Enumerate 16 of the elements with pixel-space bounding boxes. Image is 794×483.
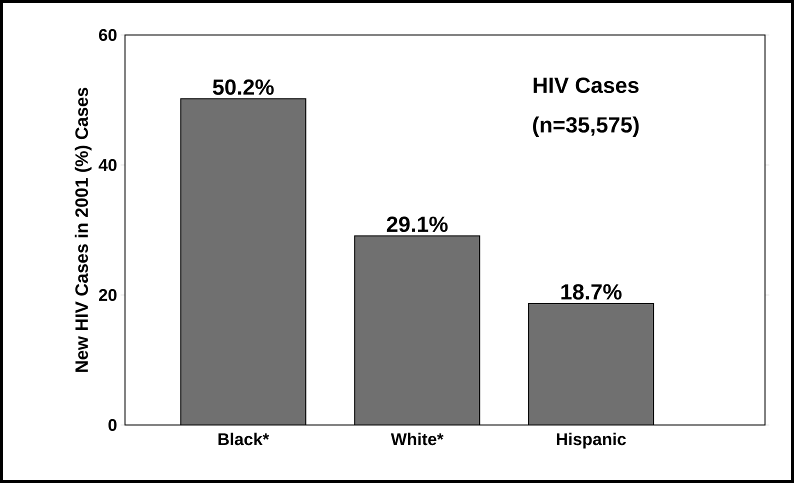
data-label: 18.7% <box>561 284 622 300</box>
y-axis-title: New HIV Cases in 2001 (%) Cases <box>74 88 92 372</box>
data-label: 29.1% <box>386 216 448 232</box>
y-tick-label: 0 <box>108 419 117 431</box>
annotation: HIV Cases <box>534 78 639 94</box>
x-tick-label: Black* <box>218 432 270 446</box>
y-tick-label: 60 <box>99 29 117 41</box>
bar <box>354 235 480 425</box>
y-tick-label: 20 <box>98 289 117 301</box>
x-tick-label: Hispanic <box>556 432 626 449</box>
bar <box>180 98 306 425</box>
data-label: 50.2% <box>212 79 274 95</box>
y-tick-label: 40 <box>98 159 117 171</box>
bar <box>528 302 654 425</box>
x-tick-label: White* <box>390 432 444 446</box>
annotation: (n=35,575) <box>533 116 639 137</box>
